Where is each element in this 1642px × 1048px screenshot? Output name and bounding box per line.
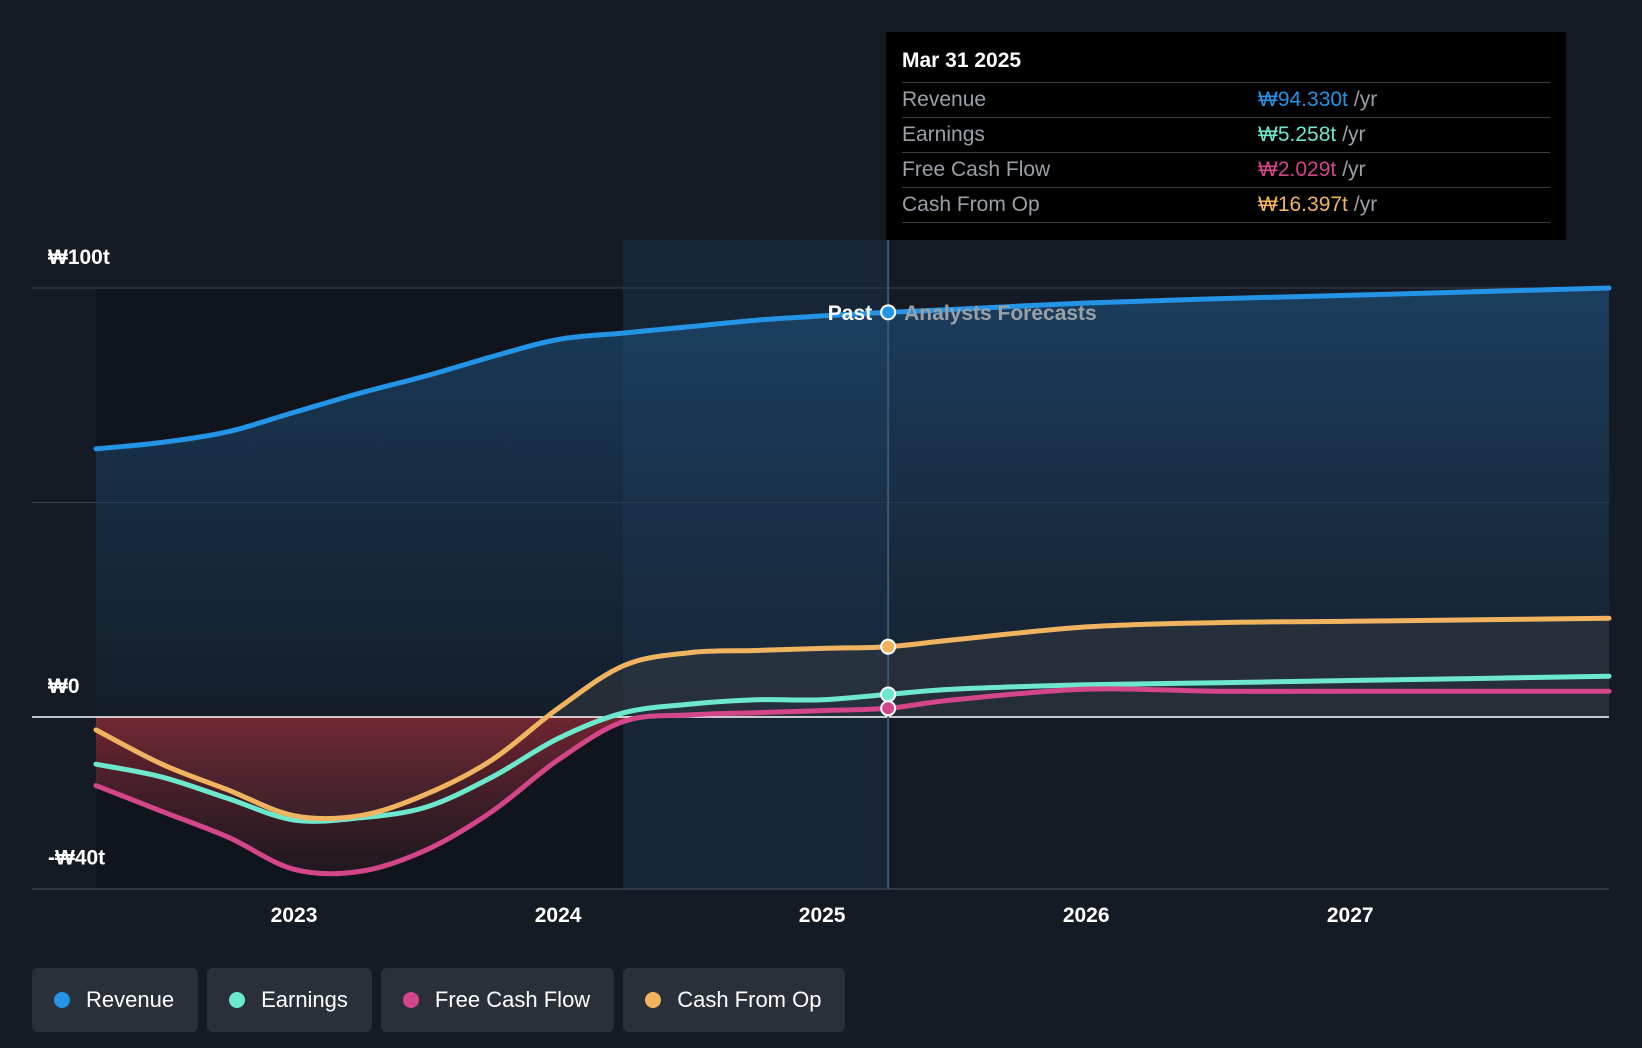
y-tick-label-1: ₩0 [48, 675, 80, 698]
legend-dot-cash-from-op-icon [645, 992, 662, 1008]
tooltip-label-revenue: Revenue [902, 88, 987, 111]
tooltip-unit-free-cash-flow: /yr [1342, 158, 1366, 181]
revenue-line [93, 285, 1612, 452]
tooltip-value-cash-from-op: ₩16.397t [1258, 193, 1348, 216]
legend-dot-revenue-icon [54, 992, 70, 1008]
legend-item-cash-from-op[interactable]: Cash From Op [623, 968, 846, 1032]
y-tick-label-2: -₩40t [48, 847, 105, 870]
tooltip-value-revenue: ₩94.330t [1258, 88, 1348, 111]
legend-label-earnings: Earnings [261, 987, 348, 1012]
revenue-marker [880, 304, 897, 321]
legend-label-free-cash-flow: Free Cash Flow [434, 987, 591, 1012]
x-tick-label-2023: 2023 [271, 904, 318, 927]
legend: Revenue Earnings Free Cash Flow Cash Fro… [32, 968, 846, 1032]
legend-label-revenue: Revenue [86, 987, 175, 1012]
free-cash-flow-line [93, 686, 1612, 877]
legend-item-revenue[interactable]: Revenue [32, 968, 199, 1032]
cash-from-op-line [93, 615, 1612, 822]
tooltip: Mar 31 2025 Revenue ₩94.330t /yr Earning… [886, 32, 1566, 240]
tooltip-row-earnings: Earnings ₩5.258t /yr [902, 117, 1550, 152]
x-tick-label-2027: 2027 [1327, 904, 1374, 927]
tooltip-unit-earnings: /yr [1342, 123, 1366, 146]
free-cash-flow-marker [880, 700, 897, 717]
x-tick-label-2026: 2026 [1063, 904, 1110, 927]
legend-item-earnings[interactable]: Earnings [207, 968, 372, 1032]
past-label: Past [828, 302, 872, 325]
forecast-label: Analysts Forecasts [904, 302, 1097, 325]
x-tick-label-2024: 2024 [535, 904, 582, 927]
tooltip-value-earnings: ₩5.258t [1258, 123, 1337, 146]
tooltip-row-free-cash-flow: Free Cash Flow ₩2.029t /yr [902, 152, 1550, 187]
tooltip-value-free-cash-flow: ₩2.029t [1258, 158, 1337, 181]
tooltip-row-revenue: Revenue ₩94.330t /yr [902, 82, 1550, 117]
legend-label-cash-from-op: Cash From Op [677, 987, 822, 1012]
tooltip-date: Mar 31 2025 [902, 49, 1022, 72]
revenue-area [96, 288, 1609, 717]
tooltip-label-free-cash-flow: Free Cash Flow [902, 158, 1051, 181]
earnings-line [93, 673, 1612, 824]
tooltip-unit-cash-from-op: /yr [1353, 193, 1378, 216]
tooltip-unit-revenue: /yr [1353, 88, 1378, 111]
earnings-marker [880, 686, 897, 703]
y-tick-label-0: ₩100t [48, 246, 110, 269]
negative-area [96, 717, 1609, 874]
tooltip-label-cash-from-op: Cash From Op [902, 193, 1040, 216]
cash-from-op-marker [880, 638, 897, 655]
legend-dot-earnings-icon [229, 992, 246, 1008]
legend-dot-free-cash-flow-icon [402, 992, 419, 1008]
tooltip-row-cash-from-op: Cash From Op ₩16.397t /yr [902, 187, 1550, 223]
x-tick-label-2025: 2025 [799, 904, 846, 927]
legend-item-free-cash-flow[interactable]: Free Cash Flow [380, 968, 615, 1032]
tooltip-label-earnings: Earnings [902, 123, 985, 146]
